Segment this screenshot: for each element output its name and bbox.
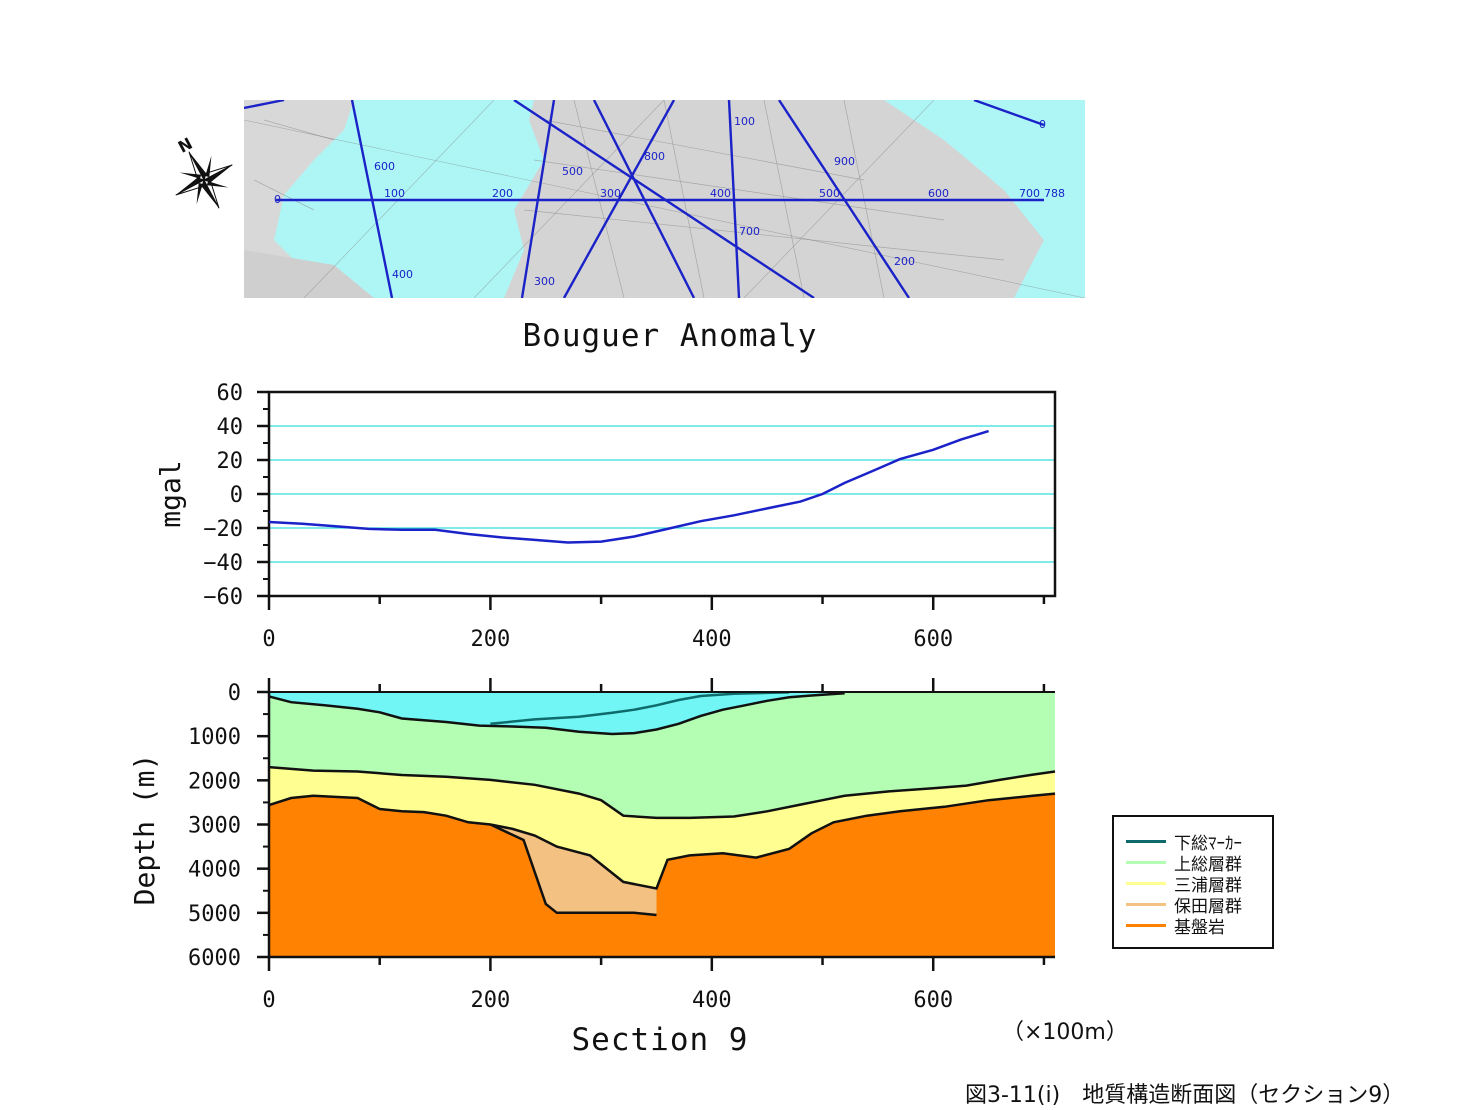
x-tick-label: 0: [262, 988, 275, 1013]
map-land-west: [244, 100, 354, 298]
shimosa-marker-line: [490, 691, 790, 726]
legend-item-kazusa: 上総層群: [1126, 852, 1242, 875]
svg-text:500: 500: [562, 165, 583, 178]
section-title: Section 9: [571, 1022, 749, 1058]
kazusa-base-line: [268, 765, 1056, 820]
y-tick-label: 0: [228, 681, 241, 706]
svg-text:400: 400: [392, 268, 413, 281]
svg-text:800: 800: [644, 150, 665, 163]
x-unit-note: （×100m）: [1002, 1020, 1128, 1045]
legend-item-basement: 基盤岩: [1126, 915, 1225, 938]
sea-floor-line: [268, 692, 845, 736]
legend-swatch-basement: [1126, 924, 1166, 927]
svg-text:700: 700: [1019, 187, 1040, 200]
y-tick-label: 5000: [188, 902, 241, 927]
legend-label-basement: 基盤岩: [1174, 918, 1225, 938]
legend-label-hota: 保田層群: [1174, 897, 1242, 917]
x-tick-label: 400: [692, 988, 732, 1013]
y-axis-title: mgal: [154, 460, 187, 527]
svg-text:300: 300: [600, 187, 621, 200]
x-tick-label: 600: [913, 627, 953, 652]
legend-swatch-kazusa: [1126, 861, 1166, 864]
svg-text:900: 900: [834, 155, 855, 168]
svg-text:600: 600: [928, 187, 949, 200]
x-tick-label: 200: [471, 627, 511, 652]
y-axis-title: Depth (m): [128, 754, 161, 906]
x-tick-label: 600: [913, 988, 953, 1013]
hota-layer: [490, 824, 657, 915]
legend-item-hota: 保田層群: [1126, 894, 1242, 917]
figure-caption: 図3-11(i) 地質構造断面図（セクション9）: [965, 1083, 1405, 1108]
svg-text:200: 200: [492, 187, 513, 200]
legend-label-shimosa: 下総ﾏｰｶｰ: [1174, 834, 1242, 854]
svg-text:400: 400: [710, 187, 731, 200]
svg-text:0: 0: [274, 193, 281, 206]
water-layer: [269, 692, 845, 734]
svg-text:788: 788: [1044, 187, 1065, 200]
x-tick-label: 400: [692, 627, 732, 652]
svg-text:300: 300: [534, 275, 555, 288]
y-tick-label: 60: [217, 381, 244, 406]
legend-swatch-shimosa: [1126, 840, 1166, 843]
svg-text:200: 200: [894, 255, 915, 268]
bouguer-series-line: [268, 429, 989, 544]
chart-title: Bouguer Anomaly: [522, 318, 818, 354]
miura-base-line: [268, 792, 1056, 890]
y-tick-label: 20: [217, 449, 244, 474]
legend-swatch-miura: [1126, 882, 1166, 885]
legend-label-miura: 三浦層群: [1174, 876, 1242, 896]
legend-swatch-hota: [1126, 903, 1166, 906]
y-tick-label: 1000: [188, 725, 241, 750]
legend-label-kazusa: 上総層群: [1174, 855, 1242, 875]
y-tick-label: 0: [230, 483, 243, 508]
svg-text:600: 600: [374, 160, 395, 173]
map-land-west-bottom: [244, 250, 374, 298]
x-tick-label: 200: [471, 988, 511, 1013]
svg-text:0: 0: [1039, 118, 1046, 131]
y-tick-label: 40: [217, 415, 244, 440]
svg-text:700: 700: [739, 225, 760, 238]
map-track-labels: 0 100 200 300 400 500 600 700 788 0 100 …: [274, 115, 1065, 288]
y-tick-label: 6000: [188, 946, 241, 971]
y-tick-label: −40: [203, 551, 243, 576]
legend-item-shimosa: 下総ﾏｰｶｰ: [1126, 831, 1242, 854]
north-arrow-icon: N: [175, 134, 233, 209]
location-map: 0 100 200 300 400 500 600 700 788 0 100 …: [244, 100, 1085, 298]
svg-text:500: 500: [819, 187, 840, 200]
y-tick-label: −60: [203, 585, 243, 610]
legend: 下総ﾏｰｶｰ 上総層群 三浦層群 保田層群 基盤岩: [1112, 815, 1274, 949]
hota-base-line: [489, 823, 657, 917]
y-tick-label: 3000: [188, 814, 241, 839]
svg-text:100: 100: [384, 187, 405, 200]
y-tick-label: −20: [203, 517, 243, 542]
y-tick-label: 2000: [188, 769, 241, 794]
x-tick-label: 0: [262, 627, 275, 652]
svg-text:100: 100: [734, 115, 755, 128]
survey-tracks: [244, 100, 1045, 298]
legend-item-miura: 三浦層群: [1126, 873, 1242, 896]
y-tick-label: 4000: [188, 858, 241, 883]
